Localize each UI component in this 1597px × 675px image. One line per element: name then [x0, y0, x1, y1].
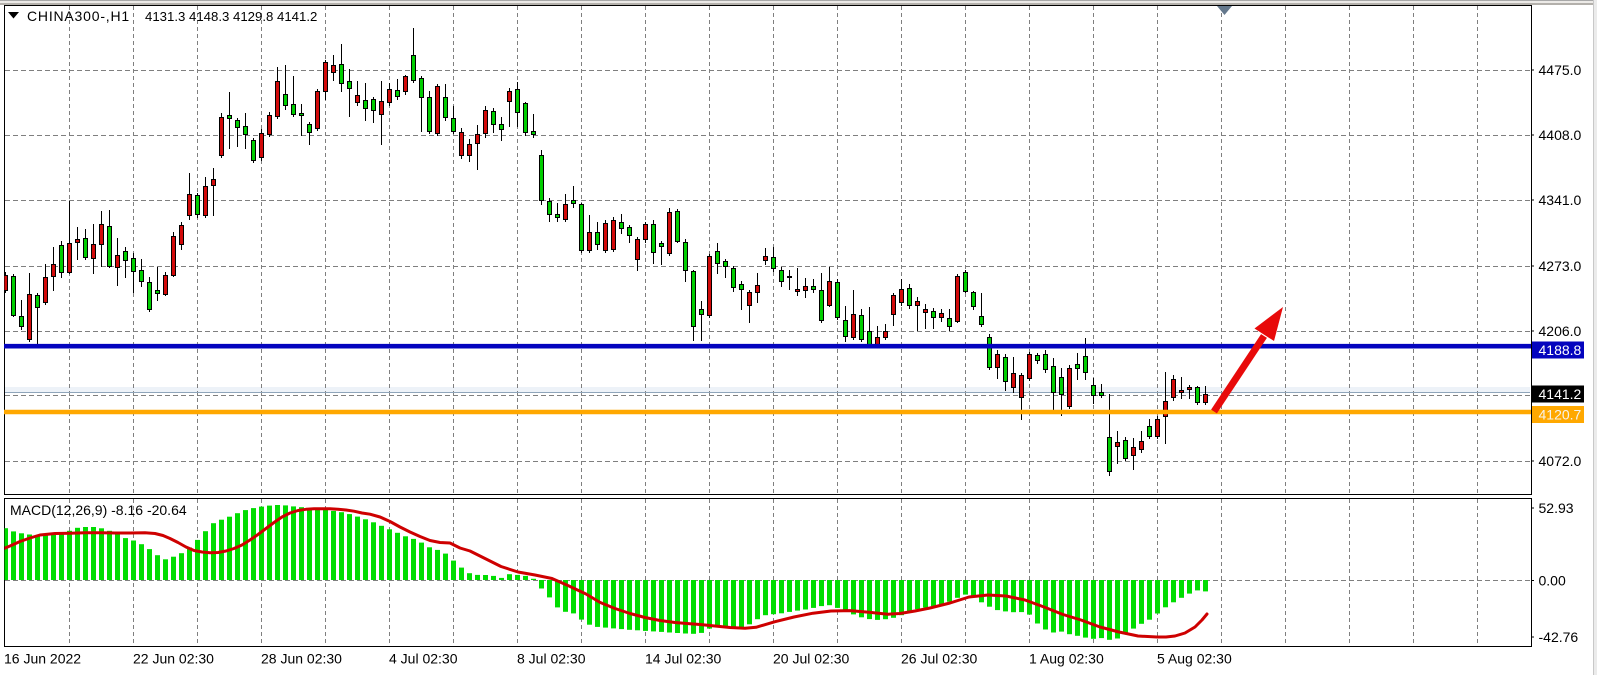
svg-text:52.93: 52.93 — [1539, 500, 1574, 516]
svg-text:4141.2: 4141.2 — [1539, 386, 1582, 402]
svg-text:4188.8: 4188.8 — [1539, 342, 1582, 358]
svg-text:4206.0: 4206.0 — [1539, 323, 1582, 339]
svg-text:MACD(12,26,9) -8.16 -20.64: MACD(12,26,9) -8.16 -20.64 — [10, 502, 187, 518]
svg-text:1 Aug 02:30: 1 Aug 02:30 — [1029, 651, 1104, 667]
svg-text:4273.0: 4273.0 — [1539, 258, 1582, 274]
svg-text:4341.0: 4341.0 — [1539, 192, 1582, 208]
svg-text:4120.7: 4120.7 — [1539, 407, 1582, 423]
svg-text:4408.0: 4408.0 — [1539, 127, 1582, 143]
svg-text:0.00: 0.00 — [1539, 573, 1566, 589]
svg-text:8 Jul 02:30: 8 Jul 02:30 — [517, 651, 586, 667]
svg-text:22 Jun 02:30: 22 Jun 02:30 — [133, 651, 214, 667]
svg-text:4072.0: 4072.0 — [1539, 453, 1582, 469]
svg-text:4 Jul 02:30: 4 Jul 02:30 — [389, 651, 458, 667]
svg-text:16 Jun 2022: 16 Jun 2022 — [4, 651, 81, 667]
svg-text:CHINA300-,H1: CHINA300-,H1 — [27, 8, 130, 24]
svg-text:4475.0: 4475.0 — [1539, 62, 1582, 78]
svg-text:20 Jul 02:30: 20 Jul 02:30 — [773, 651, 849, 667]
svg-text:14 Jul 02:30: 14 Jul 02:30 — [645, 651, 721, 667]
svg-text:28 Jun 02:30: 28 Jun 02:30 — [261, 651, 342, 667]
svg-text:26 Jul 02:30: 26 Jul 02:30 — [901, 651, 977, 667]
svg-text:5 Aug 02:30: 5 Aug 02:30 — [1157, 651, 1232, 667]
svg-text:-42.76: -42.76 — [1539, 629, 1579, 645]
svg-text:4131.3 4148.3 4129.8 4141.2: 4131.3 4148.3 4129.8 4141.2 — [145, 9, 317, 24]
